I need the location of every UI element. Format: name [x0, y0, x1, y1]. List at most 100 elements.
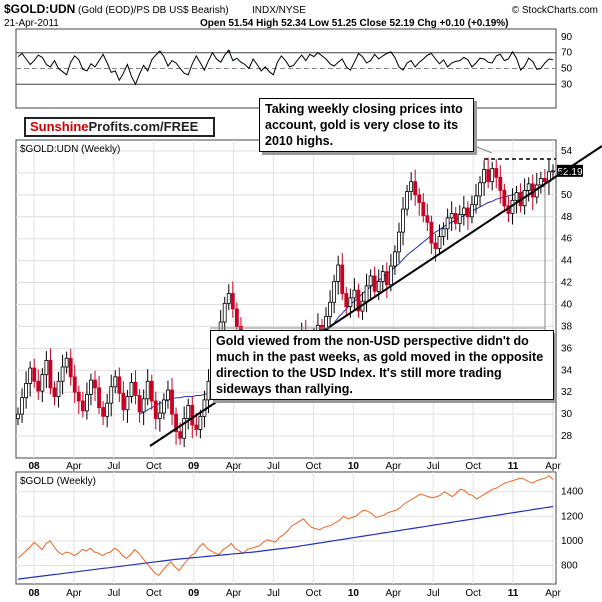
- candle-body: [490, 168, 495, 183]
- chart-date: 21-Apr-2011: [4, 18, 59, 29]
- candle-body: [56, 380, 61, 397]
- candle-body: [397, 231, 401, 253]
- candle-body: [445, 217, 450, 230]
- candle-body: [153, 400, 158, 419]
- gold-x-tick-label: Oct: [146, 588, 162, 599]
- quote-line: Open 51.54 High 52.34 Low 51.25 Close 52…: [200, 18, 508, 29]
- candle-body: [137, 395, 142, 413]
- candle-body: [502, 190, 507, 207]
- candle-body: [498, 176, 503, 191]
- candle-body: [89, 379, 93, 395]
- candle-body: [380, 271, 385, 282]
- candle-body: [93, 379, 97, 389]
- gold-x-tick-label: 09: [188, 588, 200, 599]
- axis-labels: 9070503054525048464442403836343230280808…: [28, 32, 583, 599]
- price-tick-label: 40: [561, 299, 573, 310]
- candle-body: [133, 381, 138, 396]
- candle-body: [32, 367, 37, 382]
- candle-body: [186, 404, 191, 419]
- candle-body: [494, 168, 499, 178]
- copyright-text: © StockCharts.com: [512, 5, 598, 16]
- candle-body: [194, 424, 199, 430]
- candle-body: [85, 393, 89, 412]
- candle-body: [542, 177, 547, 183]
- price-x-tick-label: Jul: [427, 461, 440, 472]
- candle-body: [482, 169, 486, 184]
- candle-body: [421, 202, 426, 217]
- gold-panel: [15, 471, 557, 585]
- candle-body: [222, 302, 227, 323]
- candle-body: [514, 192, 519, 201]
- candle-body: [332, 281, 337, 303]
- candle-body: [352, 289, 357, 299]
- candle-body: [48, 360, 53, 389]
- candle-body: [388, 265, 393, 286]
- gold-x-tick-label: 11: [508, 588, 519, 599]
- candle-body: [141, 398, 146, 413]
- candle-body: [178, 431, 183, 439]
- candle-body: [52, 387, 57, 397]
- candle-body: [551, 170, 555, 173]
- candle-body: [372, 275, 377, 292]
- price-tick-label: 36: [561, 343, 573, 354]
- candle-body: [340, 264, 345, 294]
- candle-body: [60, 366, 65, 382]
- candle-body: [113, 376, 118, 388]
- bottom-annotation-box: Gold viewed from the non-USD perspective…: [210, 330, 554, 400]
- price-x-tick-label: Apr: [545, 461, 561, 472]
- chart-description: (Gold (EOD)/PS DB US$ Bearish): [78, 5, 229, 16]
- price-x-tick-label: Jul: [267, 461, 280, 472]
- candle-body: [433, 242, 438, 249]
- brand-logo: SunshineProfits.com/FREE: [24, 117, 215, 137]
- candle-body: [72, 376, 77, 393]
- gold-x-tick-label: Apr: [226, 588, 242, 599]
- candle-body: [234, 308, 239, 327]
- price-tick-label: 50: [561, 190, 573, 201]
- price-tick-label: 48: [561, 212, 573, 223]
- candle-body: [474, 195, 478, 206]
- gold-x-tick-label: Apr: [386, 588, 402, 599]
- gold-tick-label: 800: [561, 561, 578, 572]
- candle-body: [105, 402, 110, 417]
- candle-body: [461, 207, 466, 215]
- candle-body: [384, 271, 389, 286]
- candle-body: [121, 392, 126, 411]
- gold-x-tick-label: Apr: [545, 588, 561, 599]
- price-tick-label: 46: [561, 234, 573, 245]
- price-x-tick-label: Oct: [306, 461, 322, 472]
- price-x-tick-label: Apr: [386, 461, 402, 472]
- price-tick-label: 30: [561, 409, 573, 420]
- candle-body: [348, 297, 353, 308]
- candle-body: [457, 214, 462, 224]
- price-x-tick-label: Jul: [107, 461, 120, 472]
- candle-body: [336, 264, 341, 282]
- candle-body: [129, 381, 134, 397]
- candle-body: [36, 380, 41, 392]
- gold-panel-title: $GOLD (Weekly): [20, 476, 96, 487]
- price-x-tick-label: 08: [28, 461, 40, 472]
- price-x-tick-label: Oct: [146, 461, 162, 472]
- candle-body: [149, 380, 154, 402]
- gold-x-tick-label: Jul: [107, 588, 120, 599]
- candle-body: [413, 181, 418, 196]
- candle-body: [117, 376, 122, 394]
- candle-body: [157, 412, 162, 419]
- price-x-tick-label: 10: [348, 461, 360, 472]
- candle-body: [437, 236, 442, 249]
- price-tick-label: 28: [561, 431, 573, 442]
- candle-body: [101, 407, 106, 417]
- candle-body: [190, 404, 195, 426]
- last-price-label: 52.19: [557, 167, 582, 178]
- candle-body: [465, 207, 470, 218]
- candle-body: [405, 191, 409, 210]
- gold-x-tick-label: Oct: [465, 588, 481, 599]
- rsi-series: [17, 49, 554, 86]
- gold-x-tick-label: Oct: [306, 588, 322, 599]
- candle-body: [429, 221, 434, 244]
- candle-body: [109, 386, 114, 404]
- price-tick-label: 44: [561, 256, 573, 267]
- rsi-tick-label: 70: [561, 48, 573, 59]
- candle-body: [344, 293, 349, 308]
- candle-body: [16, 413, 20, 419]
